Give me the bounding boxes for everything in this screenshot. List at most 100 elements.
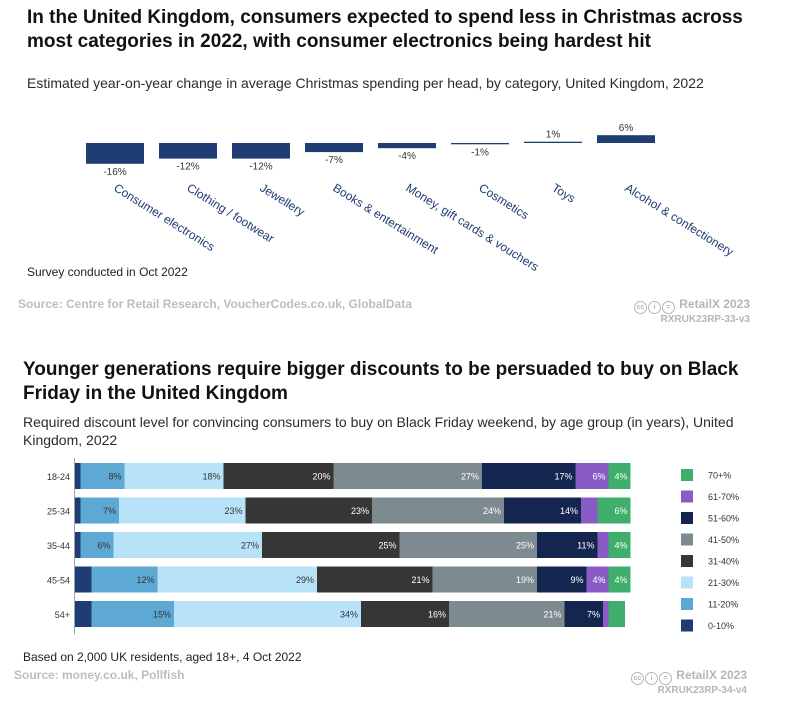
segment-3-6 xyxy=(586,566,609,593)
legend-swatch-2 xyxy=(681,512,693,524)
segment-3-7 xyxy=(608,566,631,593)
segment-1-3 xyxy=(245,497,372,524)
chart2-note: Based on 2,000 UK residents, aged 18+, 4… xyxy=(23,650,302,664)
chart1-note: Survey conducted in Oct 2022 xyxy=(27,265,188,279)
bar-value-label-4: -4% xyxy=(398,151,416,162)
legend-label-3: 41-50% xyxy=(708,535,739,545)
segment-label-1-4: 24% xyxy=(483,506,501,516)
legend-label-4: 31-40% xyxy=(708,557,739,567)
segment-2-1 xyxy=(80,532,114,558)
segment-label-1-7: 6% xyxy=(614,506,627,516)
chart1-title: In the United Kingdom, consumers expecte… xyxy=(27,7,743,52)
segment-4-5 xyxy=(564,601,603,627)
age-group-label-1: 25-34 xyxy=(47,507,70,517)
chart2-subtitle: Required discount level for convincing c… xyxy=(23,414,734,448)
segment-label-4-2: 34% xyxy=(340,610,358,620)
bar-value-label-0: -16% xyxy=(103,167,126,178)
chart1-brand: cc i = RetailX 2023 xyxy=(560,297,750,314)
segment-3-4 xyxy=(432,566,537,593)
legend-label-0: 70+% xyxy=(708,471,731,481)
bar-6 xyxy=(524,141,582,143)
segment-label-1-5: 14% xyxy=(560,506,578,516)
bar-value-label-7: 6% xyxy=(619,123,634,134)
segment-4-4 xyxy=(449,601,565,627)
segment-2-5 xyxy=(537,532,598,558)
segment-label-4-5: 7% xyxy=(587,610,600,620)
segment-3-5 xyxy=(537,566,587,593)
segment-3-1 xyxy=(91,566,158,593)
segment-0-6 xyxy=(575,463,609,489)
legend-swatch-6 xyxy=(681,598,693,610)
category-label-6: Toys xyxy=(549,181,577,206)
segment-1-0 xyxy=(75,497,81,524)
by-license-icon: i xyxy=(644,672,658,685)
segment-0-2 xyxy=(124,463,224,489)
segment-4-0 xyxy=(75,601,92,627)
segment-label-0-5: 17% xyxy=(554,472,572,482)
segment-4-1 xyxy=(91,601,174,627)
category-label-5: Cosmetics xyxy=(476,181,531,223)
segment-label-0-4: 27% xyxy=(461,472,479,482)
bar-value-label-3: -7% xyxy=(325,155,343,166)
segment-label-2-1: 6% xyxy=(97,541,110,551)
bar-value-label-6: 1% xyxy=(546,130,561,141)
chart1-subtitle: Estimated year-on-year change in average… xyxy=(27,75,704,91)
chart1-brand-text: RetailX 2023 xyxy=(679,297,750,311)
segment-label-4-4: 21% xyxy=(543,610,561,620)
bar-value-label-1: -12% xyxy=(176,162,199,173)
age-group-label-4: 54+ xyxy=(55,610,70,620)
chart1-source: Source: Centre for Retail Research, Vouc… xyxy=(18,297,412,311)
segment-1-4 xyxy=(372,497,504,524)
age-group-label-3: 45-54 xyxy=(47,576,70,586)
segment-0-7 xyxy=(608,463,631,489)
category-label-4: Money, gift cards & vouchers xyxy=(403,181,541,274)
bar-5 xyxy=(451,143,509,145)
segment-4-3 xyxy=(361,601,449,627)
segment-label-3-7: 4% xyxy=(614,575,627,585)
segment-4-6 xyxy=(603,601,609,627)
segment-label-1-1: 7% xyxy=(103,506,116,516)
chart2-source: Source: money.co.uk, Pollfish xyxy=(14,668,185,682)
segment-label-2-5: 11% xyxy=(577,541,594,551)
bar-4 xyxy=(378,143,436,149)
segment-3-0 xyxy=(75,566,92,593)
segment-1-6 xyxy=(581,497,598,524)
cc-license-icon: cc xyxy=(633,301,647,314)
legend-swatch-7 xyxy=(681,619,693,632)
segment-4-2 xyxy=(174,601,361,627)
chart2-title: Younger generations require bigger disco… xyxy=(23,359,739,404)
legend-label-2: 51-60% xyxy=(708,514,739,524)
segment-label-4-3: 16% xyxy=(428,610,446,620)
legend-swatch-5 xyxy=(681,576,693,589)
segment-label-2-3: 25% xyxy=(378,541,396,551)
segment-1-1 xyxy=(80,497,119,524)
segment-1-7 xyxy=(597,497,631,524)
by-license-icon: i xyxy=(647,301,661,314)
category-label-7: Alcohol & confectionery xyxy=(622,181,736,259)
chart2-brand-text: RetailX 2023 xyxy=(676,668,747,682)
segment-label-3-6: 4% xyxy=(592,575,605,585)
bar-7 xyxy=(597,135,655,143)
segment-label-3-5: 9% xyxy=(570,575,583,585)
legend-label-7: 0-10% xyxy=(708,621,734,631)
chart1-bar-chart: -16%Consumer electronics-12%Clothing / f… xyxy=(86,123,736,274)
segment-label-1-3: 23% xyxy=(351,506,369,516)
segment-label-1-2: 23% xyxy=(224,506,242,516)
legend-label-6: 11-20% xyxy=(708,600,738,610)
bar-0 xyxy=(86,143,144,164)
bar-3 xyxy=(305,143,363,153)
segment-0-0 xyxy=(75,463,81,489)
category-label-2: Jewellery xyxy=(257,181,307,219)
legend-swatch-1 xyxy=(681,490,693,503)
segment-0-1 xyxy=(80,463,125,489)
segment-label-0-1: 8% xyxy=(108,472,121,482)
segment-2-6 xyxy=(597,532,609,558)
segment-2-0 xyxy=(75,532,81,558)
chart2-code: RXRUK23RP-34-v4 xyxy=(657,685,747,696)
legend-label-1: 61-70% xyxy=(708,492,739,502)
segment-3-2 xyxy=(157,566,317,593)
segment-1-2 xyxy=(119,497,246,524)
segment-label-2-2: 27% xyxy=(241,541,259,551)
chart2-stacked-bar-chart: 18-24 8% 18% 20% 27% 17% 6% 4% 25-34 7% 23% 23% 24% 1… xyxy=(47,458,739,634)
segment-3-3 xyxy=(317,566,433,593)
